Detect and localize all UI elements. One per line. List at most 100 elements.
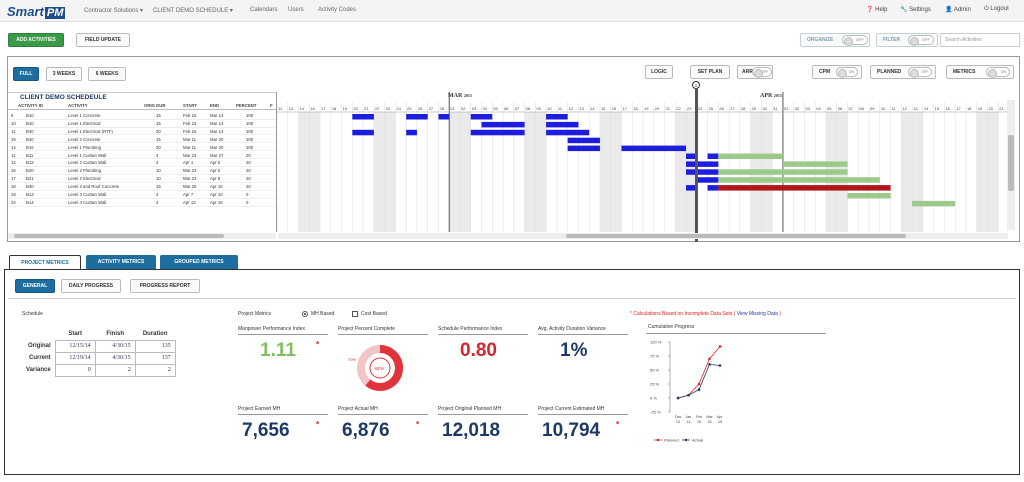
set-plan-button[interactable]: SET PLAN bbox=[690, 65, 730, 79]
field-update-button[interactable]: FIELD UPDATE bbox=[76, 33, 130, 47]
table-row[interactable]: 11 B11 Level 1 Curtain Wall 4 Mar 23 Mar 27 20 bbox=[8, 152, 276, 160]
gantt-bar bbox=[718, 153, 783, 159]
table-cell: 5 bbox=[11, 113, 14, 118]
day-label: 02 bbox=[461, 106, 466, 111]
gantt-bar bbox=[718, 185, 891, 191]
col-activity[interactable]: ACTIVITY bbox=[68, 103, 88, 108]
tab-project-metrics[interactable]: PROJECT METRICS bbox=[9, 255, 81, 270]
daily-progress-button[interactable]: DAILY PROGRESS bbox=[61, 279, 121, 293]
today-line bbox=[695, 88, 698, 242]
tab-activity-metrics[interactable]: ACTIVITY METRICS bbox=[86, 255, 156, 269]
nav-activity-codes[interactable]: Activity Codes bbox=[318, 7, 357, 13]
table-scrollbar-thumb[interactable] bbox=[14, 234, 224, 238]
header-start: Start bbox=[55, 328, 96, 341]
v-scrollbar-thumb[interactable] bbox=[1008, 135, 1014, 191]
metric-card-title: Manpower Performance Index bbox=[238, 326, 305, 332]
table-row[interactable]: 15 B40 Level 2 Concrete 15 Mar 11 Mar 20 100 bbox=[8, 136, 276, 144]
admin-link[interactable]: 👤 Admin bbox=[945, 7, 971, 13]
nav-client-demo-schedule[interactable]: CLIENT DEMO SCHEDULE ▾ bbox=[153, 8, 233, 14]
col-end[interactable]: END bbox=[210, 103, 220, 108]
metric-card-value: 12,018 bbox=[442, 420, 501, 441]
month-mar: MAR 2015 bbox=[448, 93, 472, 99]
table-row[interactable]: 16 B20 Level 2 Plumbing 10 Mar 23 Apr 6 20 bbox=[8, 167, 276, 175]
cost-based-checkbox[interactable] bbox=[352, 311, 358, 317]
day-label: 21 bbox=[999, 106, 1004, 111]
nav-users[interactable]: Users bbox=[288, 7, 304, 13]
metric-card-value: 10,794 bbox=[542, 420, 601, 441]
weekend-shade bbox=[599, 112, 611, 232]
metric-card-value: 0.80 bbox=[460, 340, 497, 361]
scrollbar-thumb[interactable] bbox=[566, 234, 906, 238]
day-label: 05 bbox=[827, 106, 832, 111]
y-tick-label: 50 % bbox=[650, 368, 660, 373]
planned-toggle[interactable]: OFF bbox=[908, 67, 932, 78]
day-label: 09 bbox=[536, 106, 541, 111]
six-weeks-button[interactable]: 6 WEEKS bbox=[88, 67, 126, 81]
nav-contractor-solutions[interactable]: Contractor Solutions ▾ bbox=[84, 8, 144, 14]
table-cell: Level 4 Curtain Wall bbox=[68, 199, 107, 205]
row-label-original: Original bbox=[28, 343, 51, 349]
table-cell: Feb 16 bbox=[183, 128, 197, 134]
table-row[interactable]: 10 B20 Level 1 Electrical 15 Feb 23 Mar 13 100 bbox=[8, 120, 276, 128]
gantt-svg: 12 13 14 16 17 18 19 20 21 22 23 24 25 26 27 28 01 02 03 04… bbox=[277, 92, 1008, 232]
day-label: 16 bbox=[310, 106, 315, 111]
day-label: 17 bbox=[321, 106, 326, 111]
progress-report-button[interactable]: PROGRESS REPORT bbox=[130, 279, 200, 293]
table-row[interactable]: 22 B14 Level 4 Curtain Wall 4 Apr 13 Apr 16 0 bbox=[8, 199, 276, 207]
weekend-shade bbox=[976, 112, 988, 232]
filter-toggle[interactable]: OFF bbox=[908, 35, 934, 46]
three-weeks-button[interactable]: 3 WEEKS bbox=[46, 67, 82, 81]
actual-point bbox=[708, 363, 711, 366]
smartpm-logo[interactable]: Smart PM bbox=[7, 4, 66, 19]
day-label: 10 bbox=[881, 106, 886, 111]
settings-link[interactable]: 🔧 Settings bbox=[900, 7, 931, 13]
cpm-toggle[interactable]: ON bbox=[836, 67, 858, 78]
table-cell: Apr 10 bbox=[210, 192, 223, 197]
nav-calendars[interactable]: Calendars bbox=[250, 7, 278, 13]
logout-link[interactable]: ⏻ Logout bbox=[984, 6, 1009, 12]
gantt-h-scrollbar[interactable] bbox=[278, 233, 1008, 239]
metrics-panel bbox=[4, 269, 1020, 475]
table-cell: Level 1 Curtain Wall bbox=[68, 152, 107, 158]
table-row[interactable]: 17 B21 Level 2 Electrical 10 Mar 23 Apr 8 20 bbox=[8, 175, 276, 183]
day-label: 05 bbox=[493, 106, 498, 111]
help-link[interactable]: ❓ Help bbox=[866, 7, 888, 13]
col-orig-dur[interactable]: ORIG DUR bbox=[144, 103, 166, 108]
search-activities-input[interactable]: Search Activities bbox=[940, 33, 1020, 47]
table-cell: Level 1 Electrical bbox=[68, 120, 101, 126]
help-icon: ❓ bbox=[866, 7, 874, 13]
table-row[interactable]: 11 B30 Level 1 Electrical (RTF) 20 Feb 16 Mar… bbox=[8, 128, 276, 136]
variance-finish: 2 bbox=[94, 363, 136, 377]
table-cell: 15 bbox=[11, 136, 16, 142]
organize-toggle[interactable]: OFF bbox=[842, 35, 868, 46]
table-h-scrollbar[interactable] bbox=[8, 233, 276, 239]
mh-based-label: MH Based bbox=[311, 311, 335, 317]
view-missing-data-link[interactable]: View Missing Data bbox=[736, 311, 778, 317]
gantt-bar bbox=[567, 145, 600, 152]
arrows-toggle[interactable]: OFF bbox=[752, 67, 772, 78]
day-label: 15 bbox=[601, 106, 606, 111]
table-cell: Level 1 Electrical (RTF) bbox=[68, 128, 113, 134]
metrics-toggle[interactable]: ON bbox=[986, 67, 1010, 78]
gantt-v-scrollbar[interactable] bbox=[1007, 100, 1015, 230]
table-cell: Mar 25 bbox=[183, 184, 197, 190]
table-row[interactable]: 19 B13 Level 3 Curtain Wall 4 Apr 7 Apr 10 0 bbox=[8, 191, 276, 199]
col-f[interactable]: F bbox=[270, 103, 273, 108]
table-row[interactable]: 18 B30 Level 3 and Roof Concrete 15 Mar 25 Ap… bbox=[8, 183, 276, 191]
schedule-summary-table: Start Finish Duration Original 12/15/14 … bbox=[22, 328, 176, 377]
general-button[interactable]: GENERAL bbox=[15, 279, 55, 293]
logic-button[interactable]: LOGIC bbox=[645, 65, 673, 79]
full-view-button[interactable]: FULL bbox=[13, 67, 39, 81]
col-activity-id[interactable]: ACTIVITY ID bbox=[18, 103, 43, 108]
table-cell: 20 bbox=[156, 144, 161, 150]
day-label: 29 bbox=[752, 106, 757, 111]
col-percent[interactable]: PERCENT bbox=[236, 103, 257, 108]
table-row[interactable]: 14 B16 Level 1 Plumbing 20 Mar 11 Mar 20 100 bbox=[8, 144, 276, 152]
col-start[interactable]: START bbox=[183, 103, 198, 108]
mh-based-radio[interactable] bbox=[302, 311, 308, 317]
table-row[interactable]: 12 B12 Level 2 Curtain Wall 4 Apr 1 Apr 6 20 bbox=[8, 159, 276, 168]
tab-grouped-metrics[interactable]: GROUPED METRICS bbox=[160, 255, 238, 269]
add-activities-button[interactable]: ADD ACTIVITIES bbox=[8, 33, 64, 47]
table-row[interactable]: 5 B10 Level 1 Concrete 15 Feb 16 Mar 13 100 bbox=[8, 112, 276, 120]
day-label: 31 bbox=[773, 106, 778, 111]
